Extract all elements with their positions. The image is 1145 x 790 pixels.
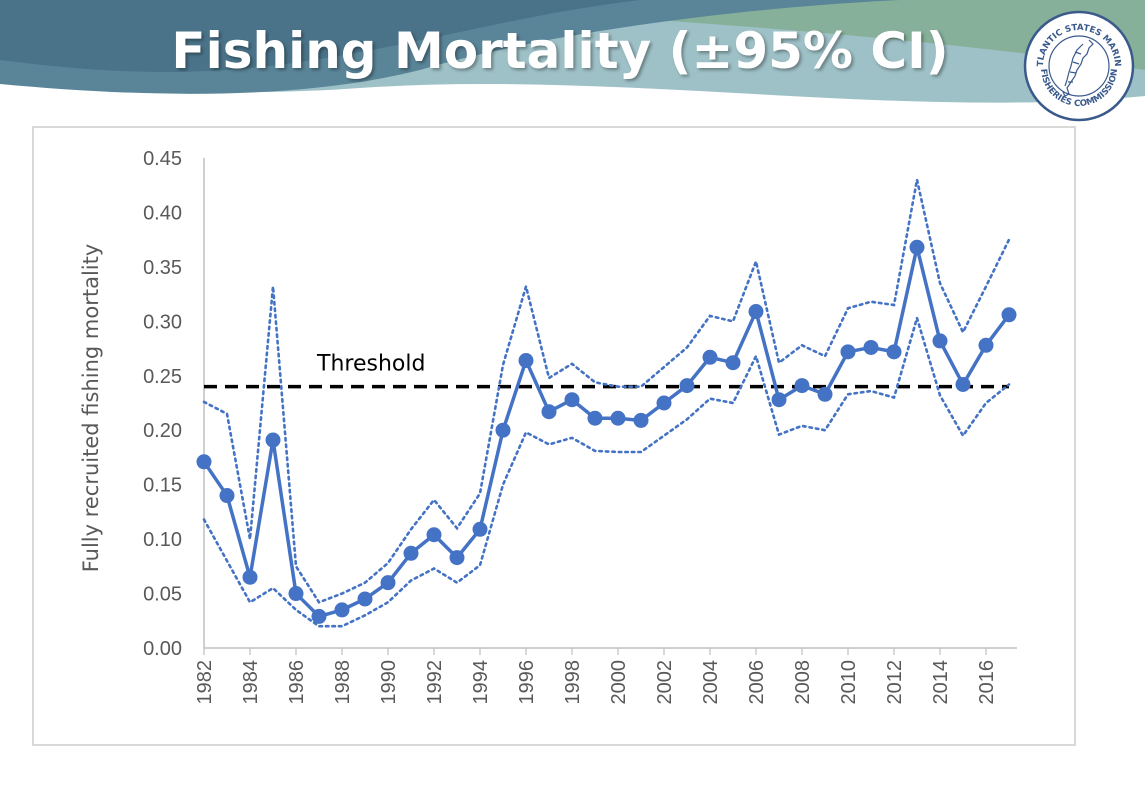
mortality-point — [472, 521, 488, 537]
y-tick-label: 0.15 — [143, 475, 182, 497]
x-tick-label: 2004 — [700, 660, 722, 705]
mortality-point — [748, 304, 764, 320]
mortality-point — [725, 355, 741, 371]
mortality-point — [679, 378, 695, 394]
mortality-point — [840, 344, 856, 360]
mortality-point — [219, 488, 235, 504]
banner-wave-deep — [0, 0, 640, 72]
mortality-point — [702, 349, 718, 365]
mortality-point — [771, 392, 787, 408]
mortality-point — [357, 591, 373, 607]
mortality-point — [978, 337, 994, 353]
mortality-point — [794, 378, 810, 394]
x-tick-label: 1982 — [194, 660, 216, 705]
mortality-point — [656, 395, 672, 411]
y-tick-label: 0.40 — [143, 202, 182, 224]
mortality-point — [242, 569, 258, 585]
mortality-point — [564, 392, 580, 408]
mortality-point — [380, 575, 396, 591]
chart-frame: 0.00 0.05 0.10 0.15 0.20 0.25 0.30 0.35 0.40 0.45… — [32, 126, 1076, 746]
x-tick-label: 1988 — [332, 660, 354, 705]
y-tick-label: 0.30 — [143, 311, 182, 333]
y-tick-label: 0.45 — [143, 148, 182, 170]
y-tick-label: 0.20 — [143, 420, 182, 442]
mortality-point — [196, 454, 212, 470]
threshold-label: Threshold — [316, 352, 425, 377]
mortality-point — [541, 404, 557, 420]
x-tick-label: 1996 — [516, 660, 538, 705]
y-axis-title: Fully recruited fishing mortality — [79, 244, 103, 573]
fishing-mortality-chart: 0.00 0.05 0.10 0.15 0.20 0.25 0.30 0.35 0.40 0.45… — [79, 148, 1017, 705]
y-tick-label: 0.25 — [143, 366, 182, 388]
mortality-line — [202, 245, 1011, 619]
y-tick-label: 0.10 — [143, 529, 182, 551]
mortality-point — [449, 550, 465, 566]
mortality-point — [495, 422, 511, 438]
mortality-point — [311, 608, 327, 624]
mortality-point — [426, 527, 442, 543]
y-tick-label: 0.35 — [143, 257, 182, 279]
mortality-point — [886, 344, 902, 360]
mortality-point — [610, 410, 626, 426]
asmfc-logo: ATLANTIC STATES MARINE FISHERIES COMMISS… — [1023, 10, 1135, 122]
x-tick-label: 1994 — [470, 660, 492, 705]
x-tick-label: 1986 — [286, 660, 308, 705]
mortality-point — [518, 353, 534, 369]
mortality-point — [909, 239, 925, 255]
x-tick-label: 1990 — [378, 660, 400, 705]
mortality-point — [587, 410, 603, 426]
x-tick-label: 2002 — [654, 660, 676, 705]
x-tick-label: 2008 — [792, 660, 814, 705]
upper-ci-line — [202, 179, 1011, 604]
lower-ci-line — [202, 313, 1011, 628]
x-tick-label: 2000 — [608, 660, 630, 705]
mortality-point — [334, 602, 350, 618]
x-tick-label: 2014 — [930, 660, 952, 705]
title-banner — [0, 0, 1145, 103]
x-tick-label: 1984 — [240, 660, 262, 705]
mortality-point — [288, 586, 304, 602]
mortality-point — [1001, 307, 1017, 323]
mortality-point — [863, 339, 879, 355]
x-tick-label: 2010 — [838, 660, 860, 705]
x-tick-label: 2012 — [884, 660, 906, 705]
x-tick-label: 1998 — [562, 660, 584, 705]
mortality-point — [817, 386, 833, 402]
x-tick-label: 2016 — [976, 660, 998, 705]
mortality-point — [633, 412, 649, 428]
mortality-point — [265, 432, 281, 448]
mortality-point — [955, 376, 971, 392]
atlantic-coast-map-icon — [1062, 39, 1094, 97]
banner-wave-green — [330, 0, 1145, 70]
slide-title: Fishing Mortality (±95% CI) — [171, 22, 949, 80]
y-tick-label: 0.05 — [143, 584, 182, 606]
x-tick-label: 2006 — [746, 660, 768, 705]
mortality-point — [403, 545, 419, 561]
x-tick-label: 1992 — [424, 660, 446, 705]
mortality-point — [932, 333, 948, 349]
y-tick-label: 0.00 — [143, 638, 182, 660]
